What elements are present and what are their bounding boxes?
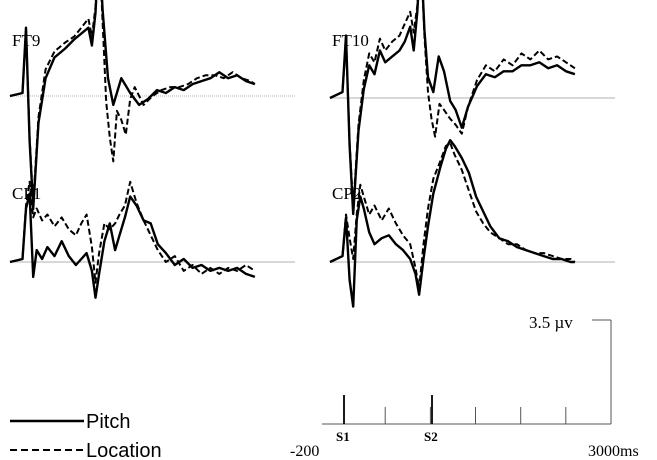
time-axis-start-label: -200 (290, 443, 319, 460)
stimulus-label-s2: S2 (424, 429, 438, 444)
scale-bar-and-time-axis: 3.5 µv S1 S2 -200 3000ms (290, 313, 639, 460)
panel-cp2: CP2 (329, 138, 615, 308)
series-pitch (329, 0, 576, 216)
legend-label-location: Location (86, 440, 162, 460)
series-pitch (9, 192, 256, 299)
panel-ft10: FT10 (329, 0, 615, 216)
amplitude-scale-label: 3.5 µv (529, 313, 573, 332)
panel-label: FT9 (12, 31, 40, 50)
series-pitch (9, 0, 256, 211)
panel-label: CP1 (12, 184, 41, 203)
erp-panels: FT9 FT10 CP1 CP2 (9, 0, 615, 308)
panel-label: CP2 (332, 184, 361, 203)
series-location (329, 0, 576, 209)
series-location (9, 180, 256, 284)
time-axis-ticks (384, 407, 567, 424)
series-location (9, 0, 256, 204)
series-pitch (329, 138, 575, 308)
time-axis-end-label: 3000ms (588, 443, 639, 460)
panel-ft9: FT9 (9, 0, 295, 211)
legend-label-pitch: Pitch (86, 411, 130, 433)
panel-cp1: CP1 (9, 180, 295, 299)
legend: Pitch Location (10, 411, 162, 460)
series-location (329, 142, 576, 290)
stimulus-label-s1: S1 (336, 429, 350, 444)
panel-label: FT10 (332, 31, 369, 50)
